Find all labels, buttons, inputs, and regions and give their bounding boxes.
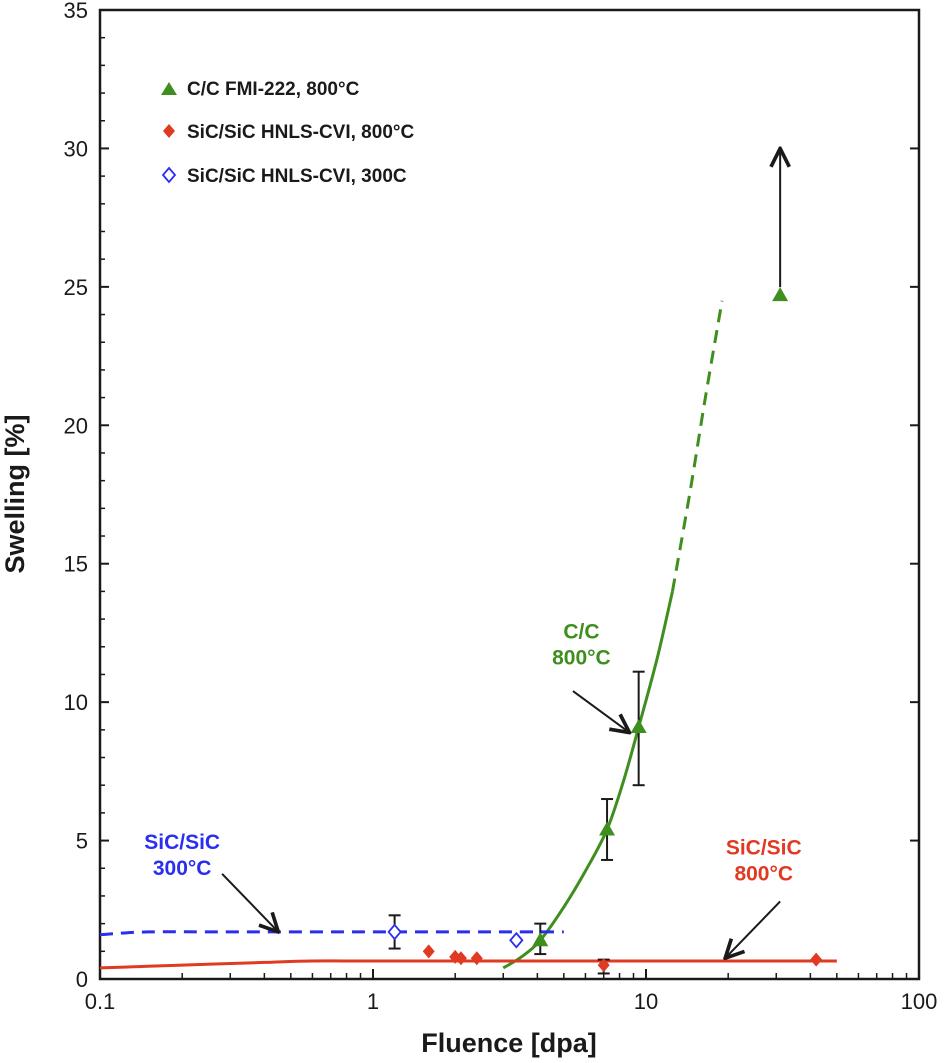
error-bars bbox=[388, 670, 645, 975]
annotation-arrow bbox=[221, 873, 278, 932]
marker-cc-triangle bbox=[772, 287, 789, 302]
y-tick-label: 35 bbox=[64, 0, 88, 23]
annotation-label: 300°C bbox=[153, 857, 212, 880]
x-tick-label: 10 bbox=[634, 989, 658, 1014]
y-tick-label: 0 bbox=[76, 967, 88, 992]
marker-sic300-diamond bbox=[509, 931, 524, 949]
trend-line-c-c-extrapolation bbox=[670, 300, 724, 592]
trend-line-c-c-trend bbox=[502, 591, 674, 970]
plot-frame bbox=[98, 8, 921, 981]
data-markers bbox=[387, 148, 823, 973]
x-tick-label: 100 bbox=[901, 989, 938, 1014]
y-tick-label: 25 bbox=[64, 275, 88, 300]
marker-cc-triangle bbox=[630, 719, 647, 734]
y-tick-label: 10 bbox=[64, 690, 88, 715]
annotation-label: 800°C bbox=[734, 862, 793, 885]
y-tick-label: 15 bbox=[64, 552, 88, 577]
marker-sic800-diamond bbox=[810, 952, 823, 967]
x-axis-title: Fluence [dpa] bbox=[421, 1028, 597, 1058]
annotation-label: C/C bbox=[563, 620, 599, 643]
annotation-arrow bbox=[572, 690, 630, 733]
marker-sic800-diamond bbox=[470, 951, 483, 966]
marker-sic800-diamond bbox=[597, 958, 610, 973]
trend-lines bbox=[100, 300, 837, 970]
annotation-label: SiC/SiC bbox=[726, 836, 802, 859]
annotation-label: SiC/SiC bbox=[144, 831, 220, 854]
legend-marker-cc bbox=[161, 82, 177, 95]
legend-label-sic800: SiC/SiC HNLS-CVI, 800°C bbox=[187, 122, 414, 143]
marker-sic300-diamond bbox=[387, 923, 402, 941]
y-axis-ticks: 0 5 10 15 20 25 30 35 bbox=[64, 0, 919, 992]
y-tick-label: 5 bbox=[76, 829, 88, 854]
trend-line-sic-sic-800c-trend bbox=[100, 959, 837, 970]
legend-label-cc: C/C FMI-222, 800°C bbox=[187, 79, 360, 100]
y-tick-label: 20 bbox=[64, 413, 88, 438]
marker-cc-triangle bbox=[599, 821, 616, 836]
legend-marker-sic300 bbox=[161, 166, 177, 184]
x-tick-label: 1 bbox=[367, 989, 379, 1014]
legend: C/C FMI-222, 800°C SiC/SiC HNLS-CVI, 800… bbox=[161, 79, 414, 187]
annotation-label: 800°C bbox=[552, 646, 611, 669]
annotations: C/C 800°C SiC/SiC 300°C SiC/SiC 800°C bbox=[144, 620, 802, 958]
legend-marker-sic800 bbox=[163, 124, 175, 138]
y-axis-title: Swelling [%] bbox=[0, 414, 30, 573]
marker-sic800-diamond bbox=[454, 951, 467, 966]
x-tick-label: 0.1 bbox=[85, 989, 116, 1014]
marker-cc-triangle bbox=[532, 932, 549, 947]
annotation-arrow bbox=[725, 900, 781, 958]
marker-sic800-diamond bbox=[422, 944, 435, 959]
legend-label-sic300: SiC/SiC HNLS-CVI, 300C bbox=[187, 166, 407, 187]
y-tick-label: 30 bbox=[64, 136, 88, 161]
x-axis-ticks: 0.1 1 10 100 bbox=[85, 969, 938, 1014]
trend-line-sic-sic-300c-trend bbox=[100, 930, 564, 937]
